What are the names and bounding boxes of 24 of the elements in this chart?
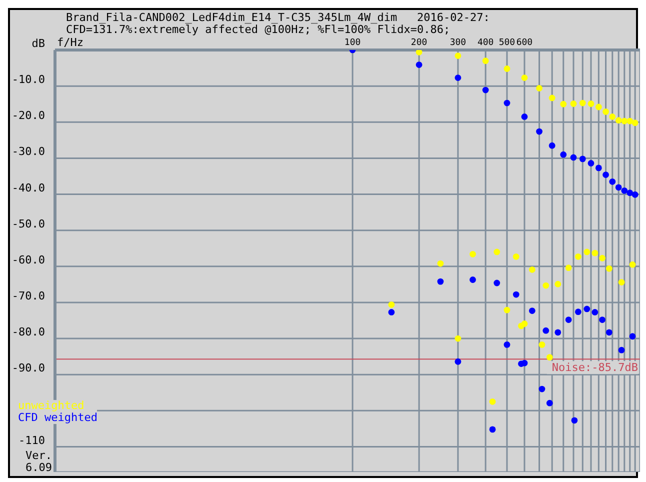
y-tick-label: -90.0 bbox=[12, 362, 45, 375]
chart-subtitle: CFD=131.7%:extremely affected @100Hz; %Fl=100% Flidx=0.86; bbox=[66, 23, 452, 36]
text: CFD weighted bbox=[18, 411, 98, 424]
ref-line-label: Noise:-85.7dB bbox=[552, 361, 638, 374]
y-tick-label: -50.0 bbox=[12, 217, 45, 230]
y-tick-label: -110 bbox=[18, 434, 45, 447]
x-tick-label: 400 bbox=[477, 38, 494, 48]
y-tick-label: -20.0 bbox=[12, 109, 45, 122]
y-tick-label: dB bbox=[32, 37, 46, 50]
chart-title: Brand_Fila-CAND002_LedF4dim_E14_T-C35_345Lm_4W_dim 2016-02-27: bbox=[66, 11, 490, 24]
y-tick-label: -10.0 bbox=[12, 73, 45, 86]
x-tick-label: 600 bbox=[516, 38, 533, 48]
text: Ver. 6.09 bbox=[18, 449, 52, 474]
x-axis-title: f/Hz bbox=[57, 36, 84, 49]
text: unweighted bbox=[18, 399, 86, 412]
y-tick-label: -60.0 bbox=[12, 253, 45, 266]
y-tick-label: -40.0 bbox=[12, 181, 45, 194]
x-tick-label: 200 bbox=[410, 38, 428, 48]
x-tick-label: 500 bbox=[498, 38, 516, 48]
y-tick-label: -30.0 bbox=[12, 145, 45, 158]
y-tick-label: -70.0 bbox=[12, 289, 45, 302]
x-tick-label: 300 bbox=[450, 38, 466, 48]
y-tick-label: -80.0 bbox=[12, 326, 45, 339]
x-tick-label: 100 bbox=[344, 38, 361, 48]
